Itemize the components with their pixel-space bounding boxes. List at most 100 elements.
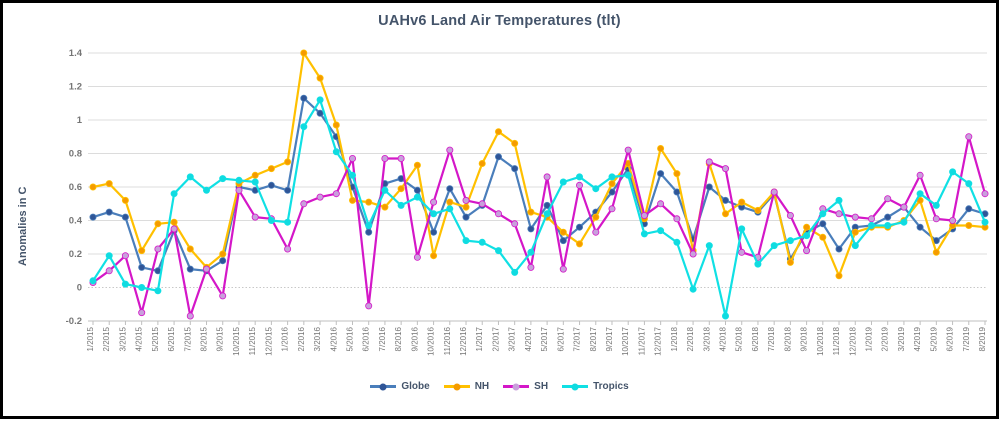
data-point-nh-9/2018	[803, 223, 811, 231]
data-point-globe-4/2017	[527, 225, 535, 233]
data-point-sh-8/2015	[202, 265, 210, 273]
data-point-sh-11/2018	[835, 210, 843, 218]
data-point-nh-12/2015	[267, 165, 275, 173]
x-tick-label: 8/2016	[394, 326, 403, 351]
x-tick-label: 3/2019	[897, 326, 906, 351]
data-point-nh-1/2017	[478, 159, 486, 167]
data-point-tropics-8/2019	[981, 218, 989, 226]
legend-item-tropics[interactable]: Tropics	[562, 381, 629, 392]
data-point-nh-11/2018	[835, 272, 843, 280]
x-tick-label: 7/2017	[573, 326, 582, 351]
data-point-tropics-11/2016	[446, 205, 454, 213]
data-point-nh-11/2016	[446, 198, 454, 206]
data-point-tropics-4/2019	[916, 190, 924, 198]
y-tick-label: 1	[77, 115, 83, 126]
y-tick-label: 0.2	[69, 249, 82, 260]
data-point-tropics-11/2015	[251, 178, 259, 186]
data-point-tropics-1/2017	[478, 238, 486, 246]
data-point-nh-5/2018	[738, 198, 746, 206]
data-point-sh-7/2018	[770, 188, 778, 196]
data-point-tropics-6/2015	[170, 190, 178, 198]
legend-marker-dot	[512, 383, 520, 390]
data-point-tropics-7/2018	[770, 242, 778, 250]
data-point-tropics-1/2018	[673, 238, 681, 246]
data-point-tropics-2/2019	[884, 221, 892, 229]
data-point-sh-1/2017	[478, 200, 486, 208]
data-point-nh-4/2015	[138, 247, 146, 255]
data-point-globe-3/2017	[511, 165, 519, 173]
data-point-tropics-4/2016	[332, 148, 340, 156]
x-tick-label: 9/2016	[410, 326, 419, 351]
data-point-tropics-8/2018	[786, 237, 794, 245]
data-point-sh-1/2018	[673, 215, 681, 223]
x-tick-label: 11/2018	[832, 326, 841, 355]
data-point-tropics-7/2015	[186, 173, 194, 181]
x-tick-label: 1/2019	[864, 326, 873, 351]
data-point-tropics-3/2019	[900, 218, 908, 226]
legend-marker-dot	[571, 383, 579, 390]
data-point-globe-2/2015	[105, 208, 113, 216]
data-point-sh-1/2019	[868, 215, 876, 223]
data-point-tropics-3/2018	[705, 242, 713, 250]
legend-item-sh[interactable]: SH	[503, 381, 548, 392]
data-point-tropics-3/2015	[121, 280, 129, 288]
legend-line-swatch	[443, 383, 470, 390]
legend-label: SH	[534, 381, 549, 392]
data-point-tropics-12/2015	[267, 216, 275, 224]
data-point-tropics-3/2016	[316, 96, 324, 104]
y-tick-label: 1.2	[69, 82, 82, 93]
data-point-sh-3/2019	[900, 203, 908, 211]
data-point-nh-2/2017	[494, 128, 502, 136]
data-point-tropics-2/2017	[494, 247, 502, 255]
data-point-sh-7/2016	[381, 154, 389, 162]
data-point-tropics-4/2018	[722, 312, 730, 320]
data-point-tropics-8/2016	[397, 201, 405, 209]
data-point-globe-7/2017	[576, 223, 584, 231]
data-point-globe-12/2016	[462, 213, 470, 221]
data-point-tropics-5/2017	[543, 210, 551, 218]
x-tick-label: 12/2017	[654, 326, 663, 355]
legend-line-swatch	[370, 383, 397, 390]
legend-item-nh[interactable]: NH	[443, 381, 489, 392]
data-point-sh-4/2017	[527, 263, 535, 271]
x-tick-label: 7/2019	[962, 326, 971, 351]
data-point-nh-10/2018	[819, 233, 827, 241]
data-point-globe-2/2016	[300, 94, 308, 102]
legend-item-globe[interactable]: Globe	[370, 381, 430, 392]
data-point-sh-11/2015	[251, 213, 259, 221]
data-point-globe-3/2018	[705, 183, 713, 191]
data-point-sh-3/2018	[705, 158, 713, 166]
y-tick-label: 0	[77, 283, 82, 294]
data-point-nh-1/2016	[284, 158, 292, 166]
data-point-sh-6/2015	[170, 225, 178, 233]
data-point-nh-12/2018	[851, 228, 859, 236]
data-point-nh-4/2016	[332, 121, 340, 129]
data-point-tropics-10/2017	[624, 171, 632, 179]
data-point-tropics-4/2015	[138, 283, 146, 291]
x-tick-label: 8/2019	[978, 326, 987, 351]
legend-line-swatch	[503, 383, 530, 390]
data-point-globe-2/2019	[884, 213, 892, 221]
x-tick-label: 8/2015	[200, 326, 209, 351]
data-point-tropics-7/2019	[965, 180, 973, 188]
x-tick-label: 6/2017	[556, 326, 565, 351]
data-point-sh-9/2016	[413, 253, 421, 261]
x-tick-label: 2/2019	[881, 326, 890, 351]
data-point-tropics-12/2018	[851, 242, 859, 250]
data-point-sh-12/2018	[851, 213, 859, 221]
data-point-sh-8/2019	[981, 190, 989, 198]
x-tick-label: 6/2018	[751, 326, 760, 351]
data-point-tropics-12/2017	[657, 227, 665, 235]
data-point-nh-10/2016	[430, 252, 438, 260]
data-point-globe-1/2015	[89, 213, 97, 221]
data-point-nh-5/2015	[154, 220, 162, 228]
data-point-nh-6/2016	[365, 198, 373, 206]
data-point-tropics-5/2018	[738, 225, 746, 233]
data-point-nh-9/2017	[608, 180, 616, 188]
data-point-nh-8/2017	[592, 213, 600, 221]
data-point-globe-11/2018	[835, 245, 843, 253]
data-point-tropics-4/2017	[527, 248, 535, 256]
data-point-globe-7/2019	[965, 205, 973, 213]
x-tick-label: 7/2016	[378, 326, 387, 351]
data-point-sh-10/2015	[235, 186, 243, 194]
